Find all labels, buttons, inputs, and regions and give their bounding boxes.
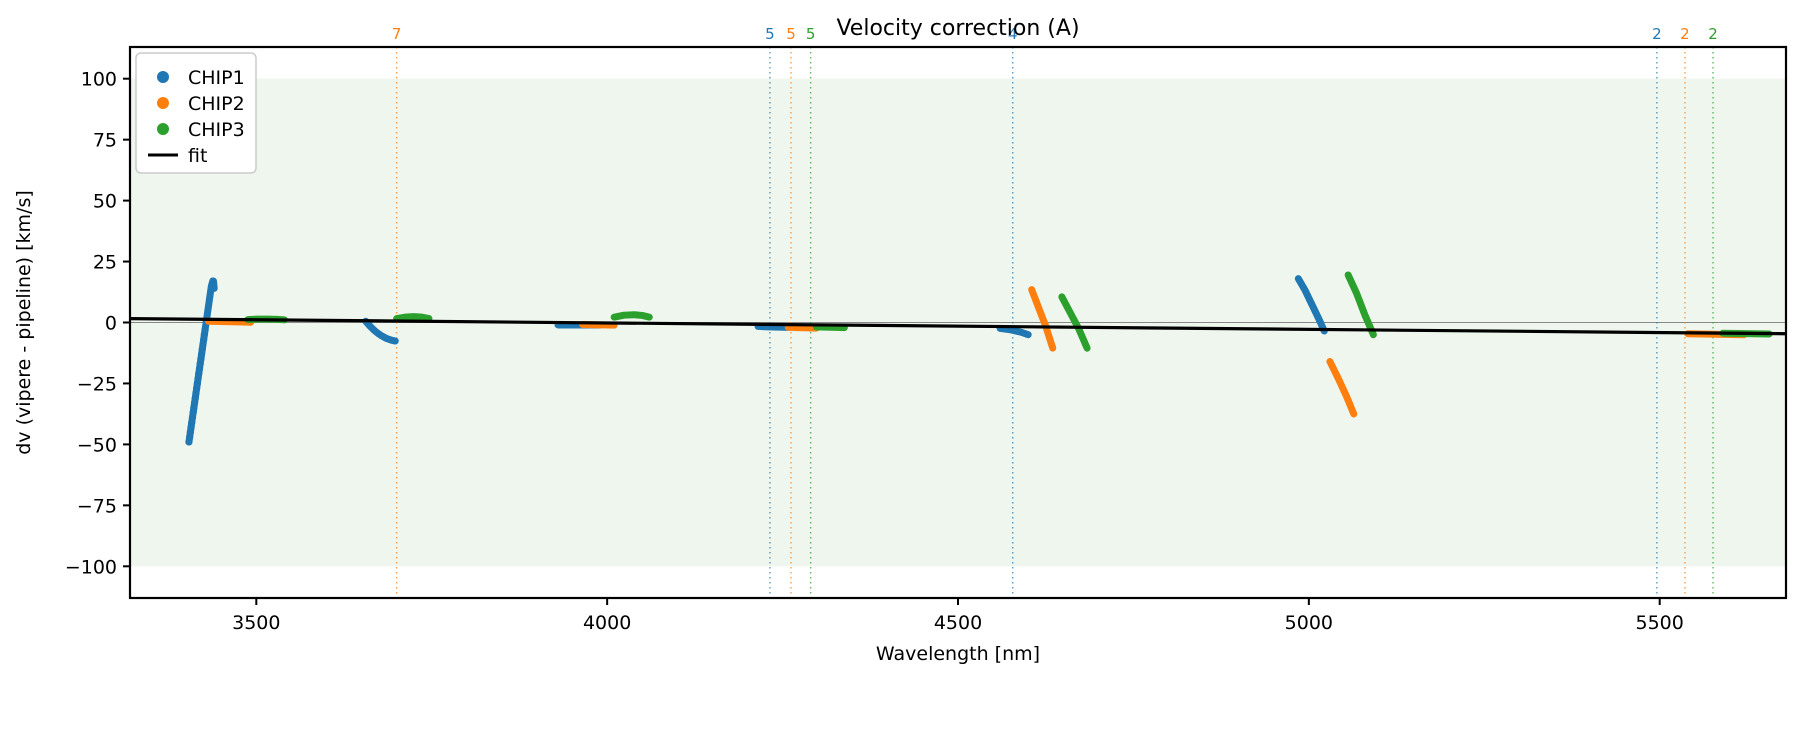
vline-label-2: 5 (786, 25, 796, 43)
ytick-label-4: 0 (105, 313, 117, 335)
x-axis-label: Wavelength [nm] (876, 643, 1040, 665)
series-chip1-segment-1 (362, 317, 399, 345)
vline-label-4: 4 (1008, 25, 1018, 43)
series-chip2-segment-3 (1028, 286, 1057, 352)
series-chip1-segment-3 (754, 322, 792, 331)
vline-label-7: 2 (1708, 25, 1718, 43)
ytick-label-8: −100 (65, 556, 117, 578)
series-chip3-segment-5 (1344, 271, 1377, 339)
xtick-label-1: 4000 (583, 612, 631, 634)
series-chip2-segment-4 (1326, 358, 1358, 418)
ytick-label-1: 75 (93, 130, 117, 152)
series-chip2-segment-0 (205, 317, 255, 326)
fit-line (129, 316, 1787, 336)
series-chip1-segment-4 (996, 324, 1032, 339)
xtick-label-2: 4500 (934, 612, 982, 634)
legend-label-3: fit (188, 145, 207, 167)
legend-marker-0 (157, 71, 169, 83)
ytick-label-0: 100 (81, 69, 117, 91)
ytick-label-5: −25 (77, 373, 117, 395)
vline-label-3: 5 (806, 25, 816, 43)
legend-box (135, 52, 257, 174)
series-chip2-segment-2 (784, 323, 820, 332)
series-chip2-segment-1 (579, 320, 618, 329)
series-chip1-segment-5 (1294, 275, 1328, 335)
ytick-label-3: 25 (93, 252, 117, 274)
vline-label-5: 2 (1652, 25, 1662, 43)
legend-label-2: CHIP3 (188, 119, 245, 141)
vline-label-0: 7 (392, 25, 402, 43)
xtick-label-3: 5000 (1285, 612, 1333, 634)
chart-title: Velocity correction (A) (836, 16, 1079, 41)
xtick-label-4: 5500 (1636, 612, 1684, 634)
series-chip3-segment-2 (610, 311, 653, 321)
series-chip3-segment-3 (812, 323, 848, 332)
ytick-label-2: 50 (93, 191, 117, 213)
chip1-point (201, 326, 209, 334)
ytick-label-6: −50 (77, 434, 117, 456)
legend-label-1: CHIP2 (188, 93, 245, 115)
legend-marker-1 (157, 97, 169, 109)
vline-label-1: 5 (765, 25, 775, 43)
series-chip3-segment-1 (393, 313, 433, 323)
y-axis-label: dv (vipere - pipeline) [km/s] (13, 190, 35, 455)
series-chip3-segment-4 (1058, 293, 1091, 352)
xtick-label-0: 3500 (232, 612, 280, 634)
ytick-label-7: −75 (77, 495, 117, 517)
legend-label-0: CHIP1 (188, 67, 245, 89)
vline-label-6: 2 (1680, 25, 1690, 43)
legend-marker-2 (157, 123, 169, 135)
